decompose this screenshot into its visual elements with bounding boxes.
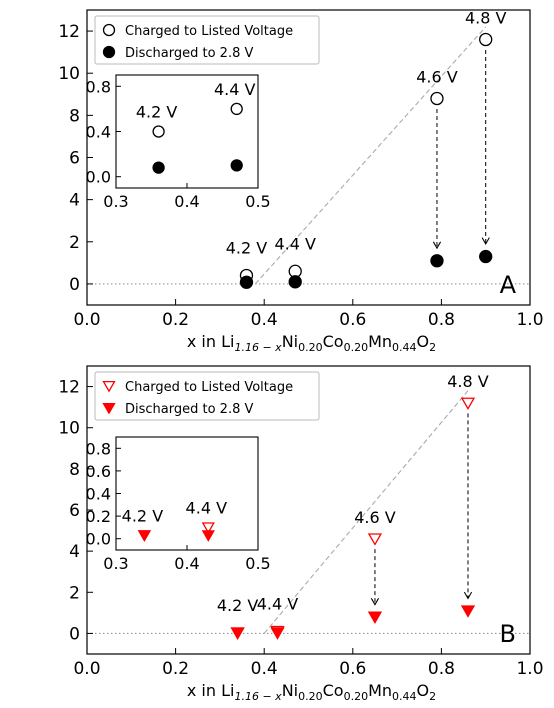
x-tick-label: 0.2	[162, 659, 189, 679]
x-tick-label: 0.2	[162, 310, 189, 330]
inset-x-tick-label: 0.5	[245, 192, 270, 211]
y-tick-label: 2	[69, 583, 80, 603]
legend-marker	[102, 45, 116, 59]
discharged-point	[430, 254, 444, 268]
panel-a: 0.0 0.2 0.4 0.6 0.8 1.0 0 2 4 6 8 10 12 x in Li1.16 −…	[58, 9, 543, 355]
x-tick-label: 1.0	[516, 659, 543, 679]
y-tick-label: 8	[69, 460, 80, 480]
legend-box	[94, 15, 320, 65]
x-tick-label: 0.8	[428, 659, 455, 679]
discharged-point	[288, 275, 302, 289]
inset-y-tick-label: 0.6	[86, 462, 111, 481]
y-tick-label: 12	[58, 22, 80, 42]
y-tick-label: 2	[69, 233, 80, 253]
y-tick-label: 0	[69, 624, 80, 644]
inset-y-tick-label: 0.8	[86, 439, 111, 458]
y-tick-label: 4	[69, 191, 80, 211]
charged-point	[367, 533, 383, 546]
inset-y-tick-label: 0.0	[86, 168, 111, 187]
inset-point	[230, 102, 243, 116]
x-tick-label: 0.8	[428, 310, 455, 330]
inset-x-tick-label: 0.3	[103, 554, 128, 573]
inset-point-label: 4.2 V	[122, 506, 164, 525]
discharged-point	[230, 627, 245, 640]
inset-y-tick-label: 0.4	[86, 485, 111, 504]
point-label: 4.8 V	[447, 372, 489, 391]
panel-letter: B	[500, 620, 516, 648]
trend-line	[263, 390, 469, 634]
inset-plot: 0.3 0.4 0.5 0.0 0.2 0.4 0.6 0.8 4.2 V 4.4 V	[86, 436, 271, 573]
x-tick-label: 0.6	[339, 310, 366, 330]
inset-y-tick-label: 0.8	[86, 77, 111, 96]
discharged-point	[270, 627, 285, 640]
inset-point-label: 4.4 V	[214, 80, 256, 99]
legend-label: Discharged to 2.8 V	[125, 46, 253, 61]
legend-label: Charged to Listed Voltage	[125, 24, 293, 39]
y-tick-label: 6	[69, 149, 80, 169]
inset-x-tick-label: 0.4	[174, 554, 199, 573]
discharged-point	[239, 275, 254, 289]
point-label: 4.4 V	[274, 234, 316, 253]
inset-y-tick-label: 0.2	[86, 507, 111, 526]
point-label: 4.4 V	[257, 594, 299, 613]
inset-point-label: 4.2 V	[136, 103, 178, 122]
charged-point	[430, 91, 444, 106]
y-tick-label: 10	[58, 419, 80, 439]
trend-line	[254, 26, 487, 285]
x-tick-label: 0.6	[339, 659, 366, 679]
y-tick-label: 8	[69, 106, 80, 126]
inset-point	[201, 530, 215, 542]
legend-label: Discharged to 2.8 V	[125, 402, 253, 417]
y-tick-label: 4	[69, 542, 80, 562]
point-label: 4.2 V	[226, 239, 268, 258]
inset-point	[152, 125, 165, 138]
inset-point	[137, 530, 152, 542]
y-tick-label: 6	[69, 501, 80, 521]
point-label: 4.2 V	[217, 596, 259, 615]
legend-box	[94, 371, 320, 421]
charged-point	[479, 32, 493, 47]
x-tick-label: 0.0	[73, 659, 100, 679]
inset-plot: 0.3 0.4 0.5 0.0 0.4 0.8 4.2 V 4.4 V	[86, 74, 271, 211]
charged-point	[460, 397, 476, 411]
inset-point	[152, 161, 165, 174]
point-label: 4.8 V	[465, 9, 507, 28]
panel-letter: A	[500, 271, 517, 299]
inset-x-tick-label: 0.3	[103, 192, 128, 211]
x-tick-label: 1.0	[516, 310, 543, 330]
x-tick-label: 0.4	[251, 659, 278, 679]
point-label: 4.6 V	[354, 508, 396, 527]
y-tick-label: 0	[69, 275, 80, 295]
inset-point	[230, 159, 243, 172]
y-tick-label: 12	[58, 378, 80, 398]
legend-marker	[102, 402, 116, 415]
discharged-point	[367, 611, 383, 624]
legend-marker	[102, 380, 116, 393]
legend-marker	[102, 23, 116, 37]
inset-x-tick-label: 0.4	[174, 192, 199, 211]
x-tick-label: 0.4	[251, 310, 278, 330]
panel-b: 0.0 0.2 0.4 0.6 0.8 1.0 0 2 4 6 8 10 12 x in Li1.16 −…	[58, 365, 544, 703]
inset-point-label: 4.4 V	[186, 498, 228, 517]
discharged-point	[460, 605, 476, 618]
inset-y-tick-label: 0.0	[86, 530, 111, 549]
inset-point	[201, 522, 215, 534]
inset-x-tick-label: 0.5	[245, 554, 270, 573]
y-tick-label: 10	[58, 64, 80, 84]
x-axis-label: x in Li1.16 − xNi0.20Co0.20Mn0.44O2	[187, 681, 436, 703]
legend-label: Charged to Listed Voltage	[125, 380, 293, 395]
discharged-point	[479, 249, 493, 264]
inset-y-tick-label: 0.4	[86, 123, 111, 142]
inset-frame	[115, 436, 259, 551]
point-label: 4.6 V	[416, 68, 458, 87]
x-axis-label: x in Li1.16 − xNi0.20Co0.20Mn0.44O2	[187, 332, 436, 354]
x-tick-label: 0.0	[73, 310, 100, 330]
